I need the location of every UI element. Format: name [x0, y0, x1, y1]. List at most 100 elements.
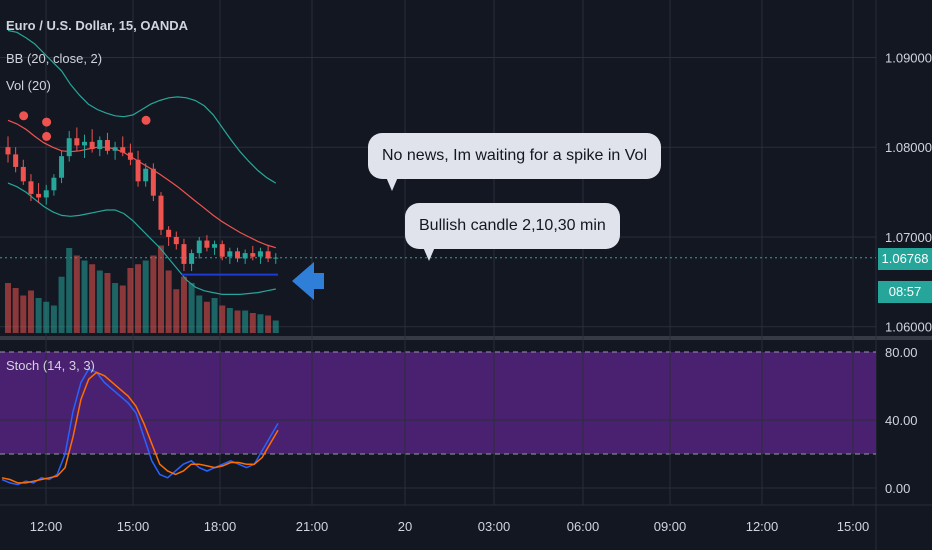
volume-bar: [112, 283, 119, 333]
candle-body: [150, 168, 156, 196]
volume-bar: [249, 313, 256, 333]
stoch-band: [0, 352, 876, 454]
volume-bar: [20, 295, 27, 333]
signal-marker: [141, 115, 151, 125]
candle-body: [28, 181, 34, 194]
volume-bar: [219, 305, 226, 333]
volume-bar: [5, 283, 11, 333]
candle-body: [166, 229, 172, 237]
volume-indicator-label[interactable]: Vol (20): [6, 78, 51, 93]
volume-bar: [180, 276, 187, 333]
volume-bar: [188, 283, 195, 333]
time-tick-label: 15:00: [837, 519, 870, 534]
price-tick-label: 1.08000: [885, 140, 932, 155]
volume-bar: [81, 260, 88, 333]
bb-upper-line: [7, 29, 277, 184]
candle-body: [51, 177, 57, 191]
candle-body: [173, 236, 179, 245]
candle-body: [74, 138, 80, 146]
price-tick-label: 1.07000: [885, 230, 932, 245]
bubble-tail: [386, 177, 398, 191]
volume-bar: [142, 260, 149, 333]
bar-countdown-tag: 08:57: [878, 281, 932, 303]
candle-body: [219, 244, 225, 257]
volume-bar: [196, 295, 203, 333]
volume-bar: [35, 298, 42, 333]
volume-bar: [127, 268, 134, 333]
candle-body: [82, 141, 87, 146]
volume-bar: [43, 301, 50, 333]
stoch-indicator-label[interactable]: Stoch (14, 3, 3): [6, 358, 95, 373]
time-tick-label: 09:00: [654, 519, 687, 534]
candle-body: [265, 251, 271, 259]
signal-marker: [42, 117, 52, 127]
candle-body: [13, 154, 19, 167]
candle-body: [36, 193, 42, 198]
annotation-bubble[interactable]: No news, Im waiting for a spike in Vol: [368, 133, 662, 191]
volume-bar: [50, 305, 57, 333]
last-price-tag: 1.06768: [878, 248, 932, 270]
candle-body: [181, 244, 187, 264]
volume-bar: [173, 289, 180, 333]
candle-body: [5, 147, 11, 155]
candle-body: [59, 156, 65, 178]
candle-body: [257, 251, 263, 257]
time-tick-label: 06:00: [567, 519, 600, 534]
candle-body: [135, 159, 141, 182]
volume-bar: [226, 308, 233, 333]
bb-lower-line: [7, 182, 276, 295]
candle-body: [104, 140, 110, 151]
candle-body: [235, 251, 240, 259]
volume-bar: [234, 310, 241, 333]
stoch-d-line: [1, 371, 279, 484]
candle-body: [66, 138, 72, 157]
volume-bar: [119, 285, 126, 333]
time-tick-label: 18:00: [204, 519, 237, 534]
annotation-bubble[interactable]: Bullish candle 2,10,30 min: [405, 203, 620, 261]
candle-body: [204, 240, 210, 248]
bubble-tail: [423, 247, 435, 261]
time-tick-label: 03:00: [478, 519, 511, 534]
candle-body: [189, 253, 195, 264]
candle-body: [143, 168, 149, 182]
volume-bar: [73, 255, 80, 333]
candle-body: [20, 166, 26, 182]
stoch-tick-label: 40.00: [885, 413, 918, 428]
bb-indicator-label[interactable]: BB (20, close, 2): [6, 51, 103, 66]
volume-bar: [272, 320, 279, 333]
time-tick-label: 20: [398, 519, 412, 534]
volume-bar: [27, 290, 34, 333]
volume-bar: [66, 248, 73, 333]
candle-body: [242, 253, 248, 259]
volume-bar: [96, 270, 103, 333]
volume-bar: [203, 301, 210, 333]
candle-body: [227, 251, 233, 257]
time-tick-label: 21:00: [296, 519, 329, 534]
price-tick-label: 1.06000: [885, 320, 932, 335]
left-arrow-icon: [292, 262, 324, 300]
annotation-text: Bullish candle 2,10,30 min: [419, 217, 606, 234]
candle-body: [89, 141, 95, 149]
candle-body: [158, 195, 164, 230]
annotation-text: No news, Im waiting for a spike in Vol: [382, 147, 648, 164]
stoch-tick-label: 80.00: [885, 345, 918, 360]
symbol-title[interactable]: Euro / U.S. Dollar, 15, OANDA: [6, 18, 189, 33]
candle-body: [112, 147, 118, 151]
candle-body: [127, 152, 133, 160]
stoch-tick-label: 0.00: [885, 481, 910, 496]
volume-bar: [12, 288, 19, 333]
candle-body: [212, 244, 218, 248]
time-tick-label: 12:00: [30, 519, 63, 534]
volume-bar: [265, 315, 272, 333]
signal-marker: [19, 111, 29, 121]
volume-bar: [104, 273, 111, 333]
volume-bar: [158, 245, 164, 333]
price-tick-label: 1.09000: [885, 50, 932, 65]
volume-bar: [58, 276, 65, 333]
volume-bar: [150, 255, 157, 333]
volume-bar: [211, 298, 218, 333]
candle-body: [120, 147, 126, 153]
volume-bar: [135, 264, 142, 333]
signal-marker: [42, 131, 52, 141]
